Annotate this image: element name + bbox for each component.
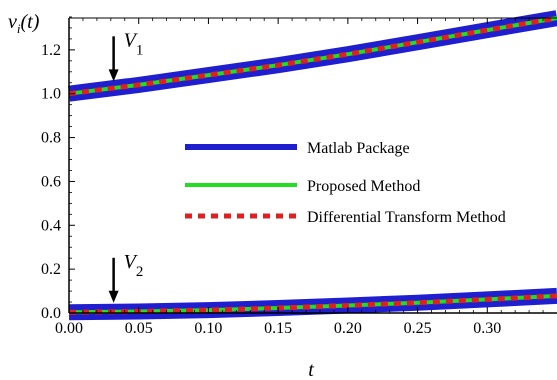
- y-tick-label: 1.0: [41, 86, 61, 103]
- y-tick-label: 1.2: [41, 42, 61, 59]
- series-line-differential-transform-method-1: [68, 15, 557, 97]
- series-layer: [67, 10, 557, 321]
- annotations: V1 V2: [108, 29, 144, 303]
- x-tick-label: 0.05: [125, 320, 153, 337]
- legend-label: Differential Transform Method: [307, 209, 506, 226]
- x-tick-label: 0.20: [334, 320, 362, 337]
- x-tick-label: 0.15: [264, 320, 292, 337]
- annotation-label: V1: [124, 29, 144, 58]
- x-tick-label: 0.00: [55, 320, 83, 337]
- y-tick-label: 0.2: [41, 261, 61, 278]
- y-tick-label: 0.0: [41, 305, 61, 322]
- annotation-arrow-head: [108, 290, 119, 303]
- x-axis-title: t: [308, 359, 314, 380]
- x-tick-label: 0.30: [473, 320, 501, 337]
- y-axis-title: vi(t): [8, 11, 40, 36]
- axes-layer: 0.00 0.05 0.10 0.15 0.20 0.25 0.30 0.0 0.2 0.4 0.6…: [8, 11, 557, 380]
- y-tick-label: 0.4: [41, 217, 61, 234]
- y-tick-label: 0.8: [41, 130, 61, 147]
- legend: Matlab Package Proposed Method Differentia…: [185, 140, 506, 226]
- annotation-arrow-head: [108, 69, 119, 82]
- legend-label: Matlab Package: [307, 140, 410, 157]
- legend-label: Proposed Method: [307, 178, 420, 195]
- series-line-differential-transform-method-2: [68, 293, 557, 315]
- y-tick-label: 0.6: [41, 173, 61, 190]
- x-tick-label: 0.10: [194, 320, 222, 337]
- x-tick-label: 0.25: [404, 320, 432, 337]
- annotation-label: V2: [124, 251, 144, 280]
